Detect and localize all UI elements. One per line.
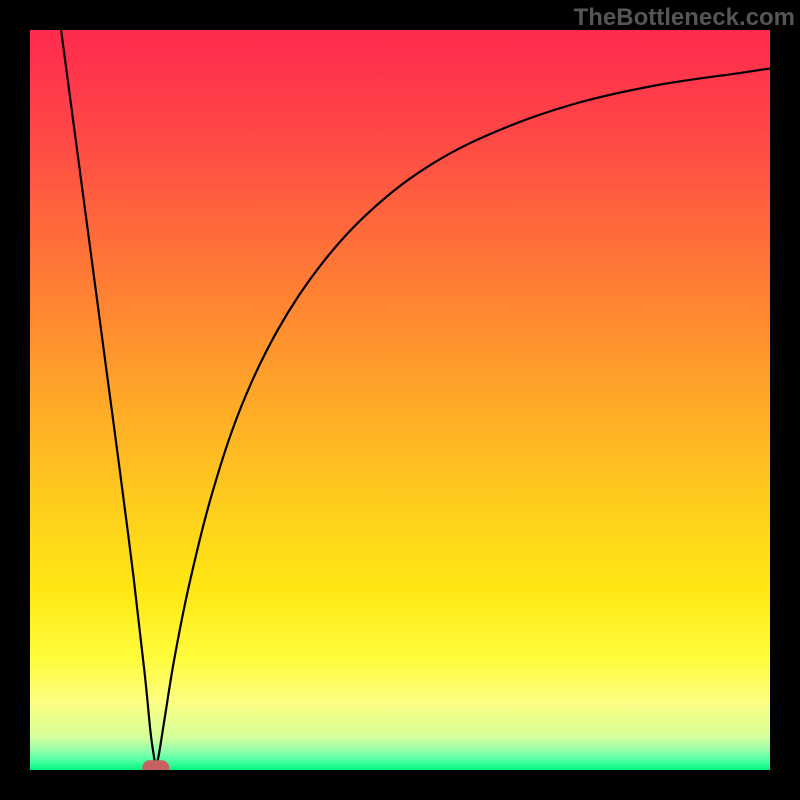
plot-area (30, 30, 770, 770)
chart-container: TheBottleneck.com (0, 0, 800, 800)
watermark-text: TheBottleneck.com (574, 4, 795, 32)
curve-left-branch (61, 30, 156, 768)
curves-layer (30, 30, 770, 770)
curve-right-branch (156, 68, 770, 767)
minimum-marker (143, 761, 169, 770)
